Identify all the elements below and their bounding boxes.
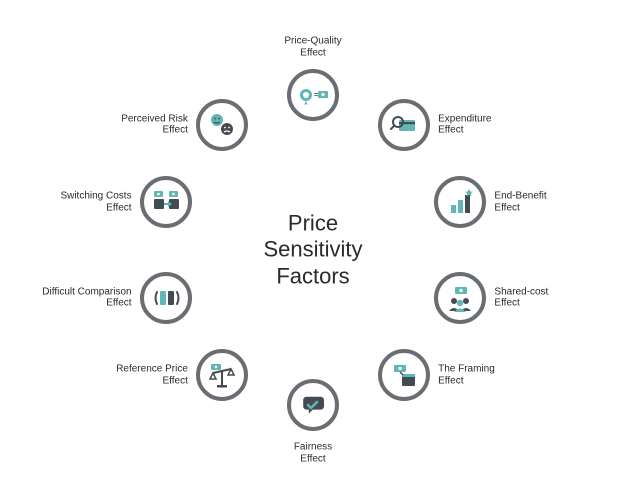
factor-node-expenditure [378, 99, 430, 151]
boxes-arrow-icon [149, 185, 183, 219]
factor-label-price-quality: Price-Quality Effect [284, 36, 341, 59]
factor-label-reference-price: Reference Price Effect [116, 364, 188, 387]
factor-label-end-benefit: End-Benefit Effect [494, 191, 546, 214]
faces-icon [205, 108, 239, 142]
factor-label-framing: The Framing Effect [438, 364, 495, 387]
factor-node-framing [378, 349, 430, 401]
factor-label-shared-cost: Shared-cost Effect [494, 286, 548, 309]
factor-node-difficult-comparison [140, 272, 192, 324]
two-panels-icon [149, 281, 183, 315]
magnifier-card-icon [387, 108, 421, 142]
svg-text:=: = [314, 92, 318, 99]
badge-equals-cash-icon: = [296, 78, 330, 112]
factor-label-difficult-comparison: Difficult Comparison Effect [42, 286, 131, 309]
factor-label-switching-costs: Switching Costs Effect [60, 191, 131, 214]
factor-label-perceived-risk: Perceived Risk Effect [121, 113, 188, 136]
scale-icon [205, 358, 239, 392]
cash-box-icon [387, 358, 421, 392]
factor-label-fairness: Fairness Effect [294, 442, 332, 465]
diagram-canvas: Price Sensitivity Factors = Price-Quality… [0, 0, 626, 501]
people-cash-icon [443, 281, 477, 315]
factor-node-fairness [287, 379, 339, 431]
speech-check-icon [296, 388, 330, 422]
factor-node-perceived-risk [196, 99, 248, 151]
center-title: Price Sensitivity Factors [263, 210, 362, 289]
factor-node-switching-costs [140, 176, 192, 228]
factor-label-expenditure: Expenditure Effect [438, 113, 491, 136]
factor-node-reference-price [196, 349, 248, 401]
bars-star-icon [443, 185, 477, 219]
factor-node-end-benefit [434, 176, 486, 228]
factor-node-price-quality: = [287, 69, 339, 121]
factor-node-shared-cost [434, 272, 486, 324]
